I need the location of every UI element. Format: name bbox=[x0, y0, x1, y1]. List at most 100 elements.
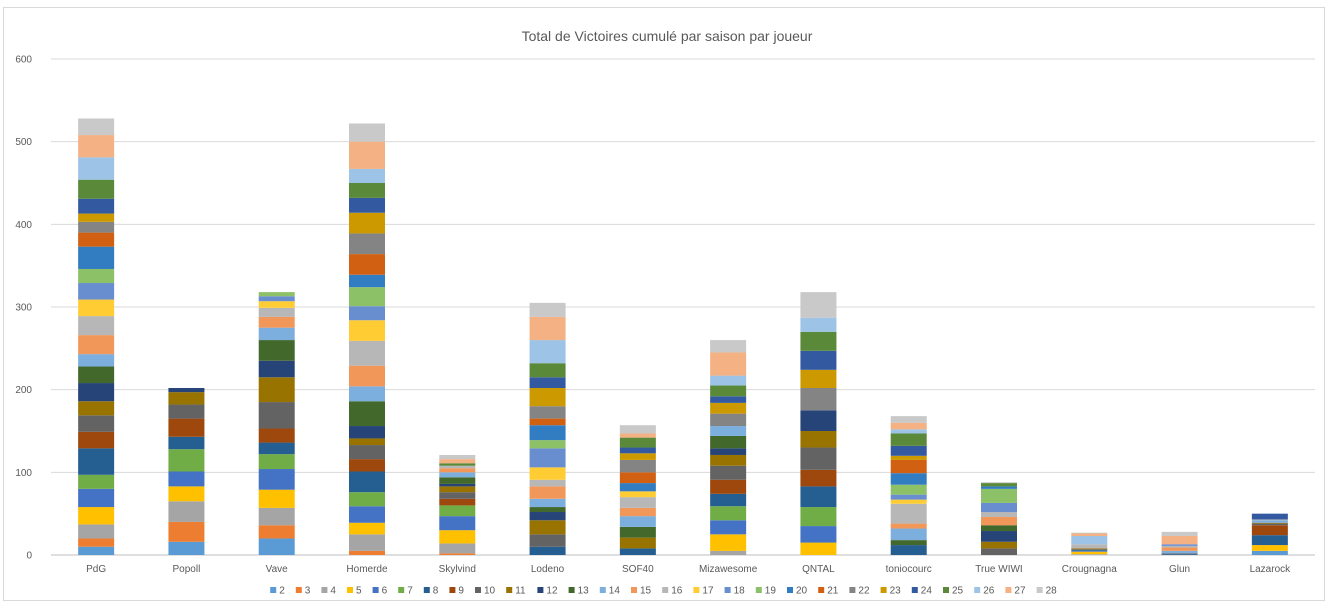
bar-segment bbox=[981, 502, 1017, 513]
bar-segment bbox=[258, 402, 295, 429]
bar-segment bbox=[168, 541, 205, 555]
bar-segment bbox=[258, 454, 295, 470]
bar-segment bbox=[710, 413, 747, 427]
y-axis-ticks: 0 100 200 300 400 500 600 bbox=[15, 55, 32, 562]
y-tick-label: 100 bbox=[15, 468, 32, 479]
bar-segment bbox=[619, 437, 656, 448]
legend-label: 5 bbox=[356, 586, 362, 597]
bar-segment bbox=[349, 306, 385, 321]
bar-segment bbox=[349, 274, 385, 288]
bar-segment bbox=[619, 483, 656, 492]
bar-segment bbox=[981, 488, 1017, 503]
bar-segment bbox=[78, 135, 115, 158]
bar-segment bbox=[349, 123, 385, 142]
bar-segment bbox=[981, 486, 1017, 489]
bar-segment bbox=[258, 301, 295, 308]
stacked-bar-chart: Total de Victoires cumulé par saison par… bbox=[15, 28, 1315, 597]
bar-segment bbox=[529, 340, 566, 364]
bar-segment bbox=[349, 212, 385, 234]
bar-segment bbox=[800, 350, 837, 370]
bar-segment bbox=[800, 369, 837, 389]
bar-segment bbox=[349, 438, 385, 446]
bar-segment bbox=[349, 459, 385, 472]
bar-segment bbox=[800, 447, 837, 470]
bar-segment bbox=[710, 493, 747, 507]
legend-swatch bbox=[568, 587, 575, 593]
bar-segment bbox=[1251, 522, 1288, 524]
x-tick-label: True WIWI bbox=[975, 564, 1022, 575]
bar-segment bbox=[78, 179, 115, 199]
legend-swatch bbox=[849, 587, 856, 593]
bar-segment bbox=[529, 302, 566, 317]
legend-swatch bbox=[506, 587, 513, 593]
x-tick-label: Skylvind bbox=[439, 564, 476, 575]
bar-segment bbox=[78, 538, 115, 547]
bar-segment bbox=[529, 377, 566, 389]
bar-segment bbox=[1251, 520, 1288, 523]
bar-segment bbox=[1071, 550, 1108, 552]
bar-segment bbox=[710, 426, 747, 436]
x-axis-ticks: PdG Popoll Vave Homerde Skylvind Lodeno SOF40 M… bbox=[86, 564, 1291, 575]
bar-segment bbox=[439, 498, 476, 506]
bar-segment bbox=[78, 198, 115, 214]
bar-segment bbox=[349, 445, 385, 460]
bar-segment bbox=[529, 507, 566, 513]
legend-label: 3 bbox=[305, 586, 311, 597]
bar-segment bbox=[529, 479, 566, 487]
bar-segment bbox=[258, 489, 295, 508]
bar-segment bbox=[78, 401, 115, 416]
x-tick-label: Popoll bbox=[173, 564, 201, 575]
bar-segment bbox=[619, 516, 656, 527]
bar-segment bbox=[78, 488, 115, 508]
legend-label: 28 bbox=[1046, 586, 1058, 597]
bar-segment bbox=[890, 499, 927, 504]
bar-segment bbox=[349, 534, 385, 551]
bar-segment bbox=[890, 523, 927, 529]
legend-label: 20 bbox=[796, 586, 808, 597]
bar-segment bbox=[981, 482, 1017, 484]
bar-segment bbox=[349, 492, 385, 507]
bar-segment bbox=[78, 335, 115, 355]
bar-segment bbox=[800, 486, 837, 508]
x-tick-label: Vave bbox=[266, 564, 288, 575]
bar-segment bbox=[529, 425, 566, 441]
legend-label: 25 bbox=[952, 586, 964, 597]
bar-segment bbox=[349, 340, 385, 366]
bar-segment bbox=[529, 467, 566, 480]
legend: 2 3 4 5 6 7 8 9 10 11 12 13 14 15 16 17 18 19 20 21 22 23 24 25… bbox=[270, 586, 1057, 597]
bar-segment bbox=[258, 377, 295, 403]
legend-label: 19 bbox=[765, 586, 777, 597]
legend-swatch bbox=[943, 587, 949, 593]
legend-swatch bbox=[662, 587, 669, 593]
bar-segment bbox=[890, 484, 927, 495]
bars bbox=[78, 118, 1288, 555]
bar-segment bbox=[349, 386, 385, 402]
bar-segment bbox=[439, 492, 476, 499]
bar-segment bbox=[168, 404, 205, 419]
x-tick-label: Homerde bbox=[346, 564, 388, 575]
bar-segment bbox=[1161, 545, 1198, 548]
bar-segment bbox=[78, 354, 115, 367]
bar-segment bbox=[349, 168, 385, 183]
bar-segment bbox=[1251, 545, 1288, 551]
bar-segment bbox=[890, 445, 927, 456]
bar-segment bbox=[439, 472, 476, 478]
bar-segment bbox=[619, 491, 656, 498]
bar-segment bbox=[439, 477, 476, 484]
bar-segment bbox=[890, 422, 927, 430]
y-tick-label: 200 bbox=[15, 385, 32, 396]
bar-segment bbox=[800, 507, 837, 527]
legend-label: 24 bbox=[921, 586, 933, 597]
bar-segment bbox=[981, 541, 1017, 549]
bar-segment bbox=[439, 459, 476, 464]
bar-segment bbox=[258, 307, 295, 317]
bar-segment bbox=[439, 465, 476, 469]
bar-segment bbox=[710, 534, 747, 551]
bar-segment bbox=[710, 448, 747, 455]
legend-label: 2 bbox=[279, 586, 285, 597]
bar-segment bbox=[258, 296, 295, 302]
x-tick-label: Mizawesome bbox=[699, 564, 758, 575]
legend-swatch bbox=[423, 587, 430, 593]
bar-segment bbox=[1161, 544, 1198, 546]
bar-segment bbox=[800, 542, 837, 555]
